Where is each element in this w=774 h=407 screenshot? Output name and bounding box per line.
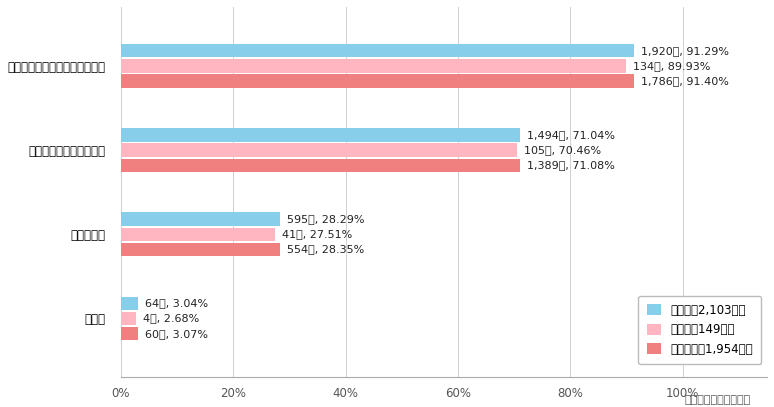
Text: 1,494社, 71.04%: 1,494社, 71.04% — [527, 130, 615, 140]
Text: 4社, 2.68%: 4社, 2.68% — [142, 313, 199, 324]
Text: 1,920社, 91.29%: 1,920社, 91.29% — [641, 46, 728, 56]
Text: 41社, 27.51%: 41社, 27.51% — [283, 229, 352, 239]
Text: 64社, 3.04%: 64社, 3.04% — [145, 298, 208, 308]
Bar — [121, 212, 280, 226]
Legend: （全企業2,103社）, （大企業149社）, （中小企業1,954社）: （全企業2,103社）, （大企業149社）, （中小企業1,954社） — [639, 295, 761, 364]
Text: 134社, 89.93%: 134社, 89.93% — [633, 61, 711, 71]
Bar — [121, 243, 280, 256]
Bar — [121, 143, 517, 157]
Text: 105社, 70.46%: 105社, 70.46% — [523, 145, 601, 155]
Bar — [121, 128, 520, 142]
Text: 595社, 28.29%: 595社, 28.29% — [286, 214, 364, 224]
Bar — [121, 297, 138, 310]
Bar — [121, 44, 634, 57]
Text: 1,786社, 91.40%: 1,786社, 91.40% — [641, 76, 729, 86]
Text: 東京商工リサーチ調べ: 東京商工リサーチ調べ — [684, 395, 751, 405]
Text: 554社, 28.35%: 554社, 28.35% — [287, 244, 365, 254]
Bar — [121, 312, 136, 325]
Bar — [121, 74, 635, 88]
Text: 60社, 3.07%: 60社, 3.07% — [145, 328, 208, 339]
Bar — [121, 228, 276, 241]
Bar — [121, 327, 139, 340]
Text: 1,389社, 71.08%: 1,389社, 71.08% — [527, 160, 615, 170]
Bar — [121, 59, 626, 72]
Bar — [121, 159, 520, 172]
